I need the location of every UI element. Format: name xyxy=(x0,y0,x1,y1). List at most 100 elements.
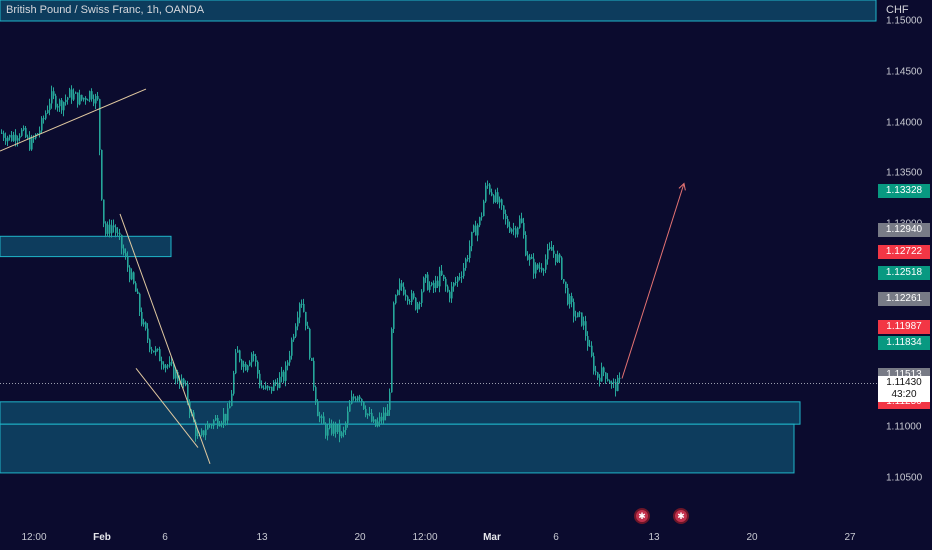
candle-body-289 xyxy=(577,312,579,318)
candle-body-29 xyxy=(57,106,59,108)
candle-body-193 xyxy=(385,412,387,416)
candle-body-270 xyxy=(539,267,541,269)
candle-body-173 xyxy=(345,423,347,431)
candle-body-131 xyxy=(261,385,263,388)
candle-body-191 xyxy=(381,416,383,421)
event-flag-2-icon[interactable]: ✱ xyxy=(673,508,689,524)
candle-body-174 xyxy=(347,411,349,424)
candle-body-42 xyxy=(83,97,85,100)
candle-body-246 xyxy=(491,192,493,196)
candle-body-236 xyxy=(471,231,473,247)
candle-body-262 xyxy=(523,222,525,235)
candle-body-64 xyxy=(127,256,129,268)
candle-body-129 xyxy=(257,361,259,374)
candle-body-133 xyxy=(265,385,267,389)
zone-2 xyxy=(0,235,172,258)
price-tick: 1.14500 xyxy=(886,66,923,78)
candle-body-114 xyxy=(227,408,229,421)
candle-body-16 xyxy=(31,137,33,150)
candle-body-54 xyxy=(107,224,109,234)
event-flag-1-icon[interactable]: ✱ xyxy=(634,508,650,524)
candle-body-61 xyxy=(121,234,123,249)
candle-body-294 xyxy=(587,336,589,347)
candle-body-150 xyxy=(299,303,301,318)
candle-body-309 xyxy=(617,377,619,392)
candle-body-65 xyxy=(129,267,131,280)
candle-body-204 xyxy=(407,296,409,301)
candle-body-84 xyxy=(167,365,169,367)
candle-body-164 xyxy=(327,427,329,436)
candle-body-306 xyxy=(611,382,613,384)
candle-body-242 xyxy=(483,201,485,217)
candle-body-70 xyxy=(139,293,141,313)
candle-body-87 xyxy=(173,363,175,379)
candle-body-214 xyxy=(427,274,429,290)
candle-body-161 xyxy=(321,416,323,419)
candle-body-276 xyxy=(551,247,553,251)
candle-body-266 xyxy=(531,256,533,259)
candle-body-78 xyxy=(155,348,157,353)
candle-body-17 xyxy=(33,137,35,139)
candle-body-237 xyxy=(473,225,475,232)
candle-body-69 xyxy=(137,291,139,294)
candle-body-151 xyxy=(301,303,303,305)
candle-body-264 xyxy=(527,255,529,260)
candle-body-188 xyxy=(375,419,377,427)
candle-body-162 xyxy=(323,416,325,425)
candle-body-240 xyxy=(479,217,481,226)
candle-body-249 xyxy=(497,192,499,203)
candle-body-27 xyxy=(53,91,55,96)
trendline-2 xyxy=(119,213,211,464)
candle-body-113 xyxy=(225,413,227,421)
currency-label: CHF xyxy=(886,4,909,16)
projection-arrowhead xyxy=(678,182,686,191)
candle-body-296 xyxy=(591,345,593,357)
candle-body-72 xyxy=(143,322,145,325)
candle-body-92 xyxy=(183,378,185,385)
candle-body-97 xyxy=(193,412,195,422)
candle-body-49 xyxy=(97,95,99,100)
candle-body-25 xyxy=(49,103,51,111)
price-chart[interactable] xyxy=(0,0,878,528)
candle-body-144 xyxy=(287,362,289,366)
candle-body-198 xyxy=(395,294,397,304)
candle-body-50 xyxy=(99,99,101,150)
candle-body-295 xyxy=(589,345,591,347)
candle-body-169 xyxy=(337,424,339,433)
candle-body-152 xyxy=(303,303,305,312)
candle-body-268 xyxy=(535,264,537,274)
candle-body-195 xyxy=(389,392,391,410)
candle-body-251 xyxy=(501,199,503,206)
candle-body-71 xyxy=(141,312,143,325)
time-tick: 20 xyxy=(746,532,758,543)
price-tick: 1.10500 xyxy=(886,472,923,484)
candle-body-271 xyxy=(541,267,543,271)
candle-body-178 xyxy=(355,398,357,401)
candle-body-98 xyxy=(195,421,197,437)
candle-body-288 xyxy=(575,316,577,318)
candle-body-127 xyxy=(253,354,255,357)
candle-body-38 xyxy=(75,92,77,94)
candle-body-267 xyxy=(533,258,535,274)
candle-body-53 xyxy=(105,223,107,234)
candle-body-263 xyxy=(525,234,527,256)
candle-body-5 xyxy=(9,135,11,138)
zone-4 xyxy=(0,423,795,474)
projection-line-4 xyxy=(621,183,685,379)
candle-body-283 xyxy=(565,281,567,288)
candle-body-250 xyxy=(499,199,501,203)
candle-body-202 xyxy=(403,286,405,295)
candle-body-123 xyxy=(245,363,247,371)
candle-body-13 xyxy=(25,128,27,138)
candle-body-247 xyxy=(493,195,495,203)
candle-body-219 xyxy=(437,280,439,287)
candle-body-106 xyxy=(211,424,213,426)
candle-body-293 xyxy=(585,321,587,337)
candle-body-68 xyxy=(135,283,137,292)
time-tick: 12:00 xyxy=(21,532,47,543)
candle-body-260 xyxy=(519,218,521,228)
candle-body-8 xyxy=(15,134,17,141)
bar-countdown: 43:20 xyxy=(891,389,917,400)
candle-body-3 xyxy=(5,137,7,142)
price-badge: 1.12722 xyxy=(878,245,930,260)
